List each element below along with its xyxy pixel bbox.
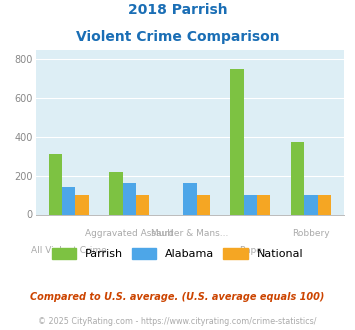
Text: 2018 Parrish: 2018 Parrish <box>128 3 227 17</box>
Text: Rape: Rape <box>239 246 262 255</box>
Bar <box>183 183 197 214</box>
Bar <box>109 172 123 214</box>
Text: Robbery: Robbery <box>292 229 330 238</box>
Text: Compared to U.S. average. (U.S. average equals 100): Compared to U.S. average. (U.S. average … <box>30 292 325 302</box>
Bar <box>318 195 331 215</box>
Bar <box>304 195 318 215</box>
Bar <box>291 142 304 214</box>
Legend: Parrish, Alabama, National: Parrish, Alabama, National <box>47 243 308 263</box>
Bar <box>197 195 210 215</box>
Text: Violent Crime Comparison: Violent Crime Comparison <box>76 30 279 44</box>
Bar <box>230 69 244 215</box>
Bar <box>76 195 89 215</box>
Bar <box>123 183 136 214</box>
Text: All Violent Crime: All Violent Crime <box>31 246 107 255</box>
Bar <box>49 154 62 214</box>
Text: Aggravated Assault: Aggravated Assault <box>85 229 174 238</box>
Bar <box>62 187 76 214</box>
Text: © 2025 CityRating.com - https://www.cityrating.com/crime-statistics/: © 2025 CityRating.com - https://www.city… <box>38 317 317 326</box>
Bar <box>136 195 149 215</box>
Text: Murder & Mans...: Murder & Mans... <box>151 229 229 238</box>
Bar <box>244 195 257 215</box>
Bar <box>257 195 271 215</box>
